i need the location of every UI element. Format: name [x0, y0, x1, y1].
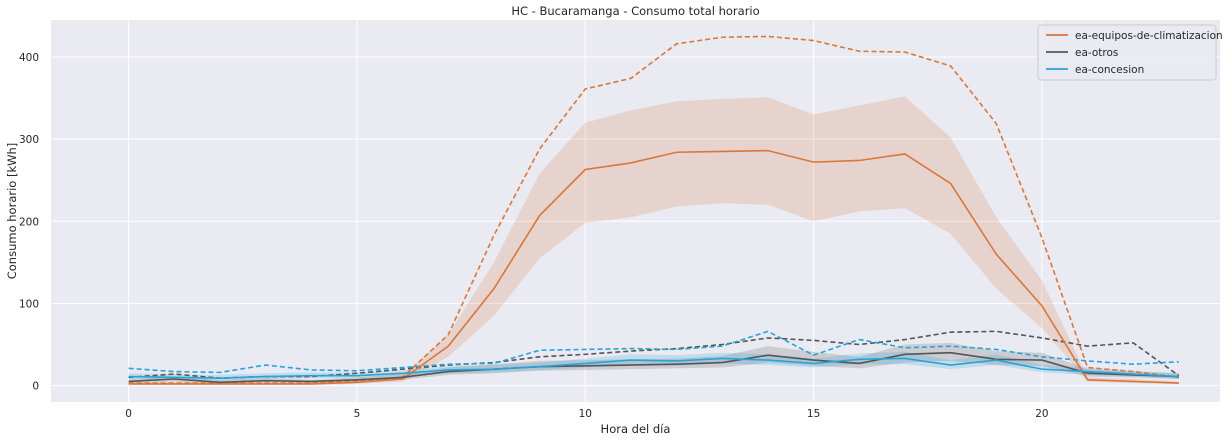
plot-background	[51, 20, 1220, 402]
x-tick-label: 5	[354, 408, 361, 420]
band-ea-equipos-de-climatizacion	[128, 96, 1179, 385]
y-tick-label: 100	[19, 298, 39, 310]
y-tick-label: 200	[19, 216, 39, 228]
y-axis-label: Consumo horario [kWh]	[5, 143, 19, 280]
x-tick-label: 0	[125, 408, 132, 420]
y-axis-ticks: 0 100 200 300 400	[19, 52, 39, 393]
legend: ea-equipos-de-climatizacion ea-otros ea-co…	[1037, 24, 1223, 81]
x-tick-label: 10	[579, 408, 592, 420]
x-axis-ticks: 0 5 10 15 20	[125, 408, 1048, 420]
legend-label: ea-otros	[1075, 47, 1118, 59]
grid	[51, 20, 1220, 402]
x-tick-label: 15	[807, 408, 820, 420]
y-tick-label: 0	[32, 381, 39, 393]
y-tick-label: 300	[19, 134, 39, 146]
y-tick-label: 400	[19, 52, 39, 64]
chart-title: HC - Bucaramanga - Consumo total horario	[511, 4, 759, 18]
legend-label: ea-equipos-de-climatizacion	[1075, 30, 1223, 42]
max-line-ea-concesion	[128, 330, 1179, 374]
series-lines	[128, 35, 1180, 385]
x-tick-label: 20	[1035, 408, 1048, 420]
mean-line-ea-otros	[128, 351, 1179, 384]
mean-line-ea-equipos-de-climatizacion	[128, 149, 1179, 385]
x-axis-label: Hora del día	[601, 422, 671, 436]
band-ea-otros	[128, 342, 1179, 384]
mean-line-ea-concesion	[128, 357, 1179, 379]
legend-label: ea-concesion	[1075, 64, 1144, 76]
legend-box	[1037, 24, 1217, 81]
